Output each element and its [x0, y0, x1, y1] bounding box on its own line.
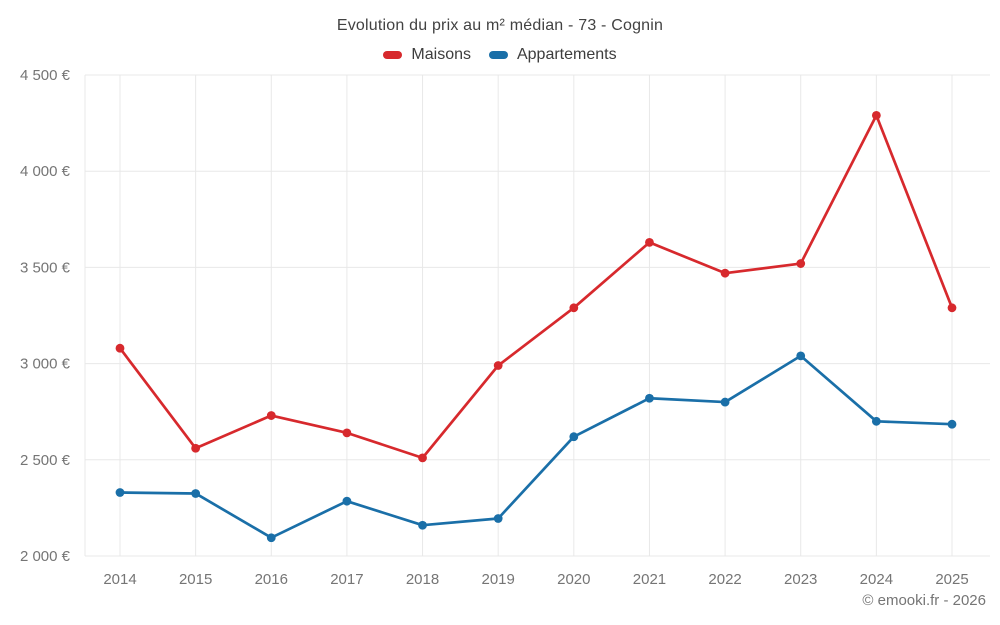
series-appartements	[115, 351, 957, 543]
x-tick-label: 2019	[481, 571, 514, 588]
data-point	[115, 488, 125, 497]
x-tick-label: 2023	[784, 571, 817, 588]
data-point	[947, 419, 957, 429]
data-point	[569, 303, 579, 313]
data-point	[645, 237, 654, 247]
x-tick-label: 2020	[557, 571, 590, 588]
data-point	[720, 268, 730, 278]
maisons-swatch-icon	[383, 51, 403, 59]
series-line	[118, 354, 954, 540]
data-point	[871, 416, 881, 426]
data-point	[493, 514, 503, 523]
data-point	[418, 453, 427, 463]
legend-item-maisons[interactable]: Maisons	[383, 46, 471, 64]
y-axis-labels: 2 000 € 2 500 € 3 000 € 3 500 € 4 000 € 4 500…	[20, 67, 71, 565]
x-tick-label: 2016	[255, 571, 288, 588]
y-tick-label: 3 000 €	[20, 356, 71, 373]
x-tick-label: 2017	[330, 571, 363, 588]
data-point	[115, 343, 125, 353]
data-point	[569, 432, 579, 442]
legend-label-maisons: Maisons	[411, 46, 471, 63]
chart-title: Evolution du prix au m² médian - 73 - Co…	[336, 17, 664, 34]
data-point	[796, 351, 806, 361]
watermark: © emooki.fr - 2026	[862, 592, 986, 609]
data-point	[191, 489, 201, 498]
chart-legend: Maisons Appartements	[0, 46, 1000, 64]
appartements-swatch-icon	[488, 51, 508, 59]
series-line	[118, 114, 954, 460]
data-point	[266, 533, 276, 543]
data-point	[418, 520, 427, 530]
x-tick-label: 2025	[935, 571, 968, 588]
y-tick-label: 2 000 €	[20, 548, 71, 565]
data-point	[191, 443, 201, 453]
x-tick-label: 2015	[179, 571, 212, 588]
data-point	[947, 303, 957, 313]
y-tick-label: 4 500 €	[20, 67, 71, 84]
x-tick-label: 2022	[708, 571, 741, 588]
data-point	[871, 111, 881, 120]
data-point	[493, 361, 503, 370]
data-point	[796, 259, 806, 268]
series-maisons	[115, 111, 957, 463]
legend-label-appartements: Appartements	[516, 46, 617, 63]
gridlines	[84, 74, 990, 557]
x-tick-label: 2014	[103, 571, 136, 588]
data-point	[720, 397, 730, 407]
x-tick-label: 2018	[406, 571, 439, 588]
y-tick-label: 4 000 €	[20, 163, 71, 180]
x-tick-label: 2021	[633, 571, 666, 588]
x-tick-label: 2024	[860, 571, 893, 588]
y-tick-label: 2 500 €	[20, 452, 71, 469]
data-point	[645, 393, 654, 403]
y-tick-label: 3 500 €	[20, 259, 71, 276]
x-axis-labels: 2014 2015 2016 2017 2018 2019 2020 2021 2022 2023…	[103, 571, 968, 588]
legend-item-appartements[interactable]: Appartements	[488, 46, 617, 64]
data-point	[266, 411, 276, 420]
data-point	[342, 428, 352, 438]
data-point	[342, 496, 352, 506]
